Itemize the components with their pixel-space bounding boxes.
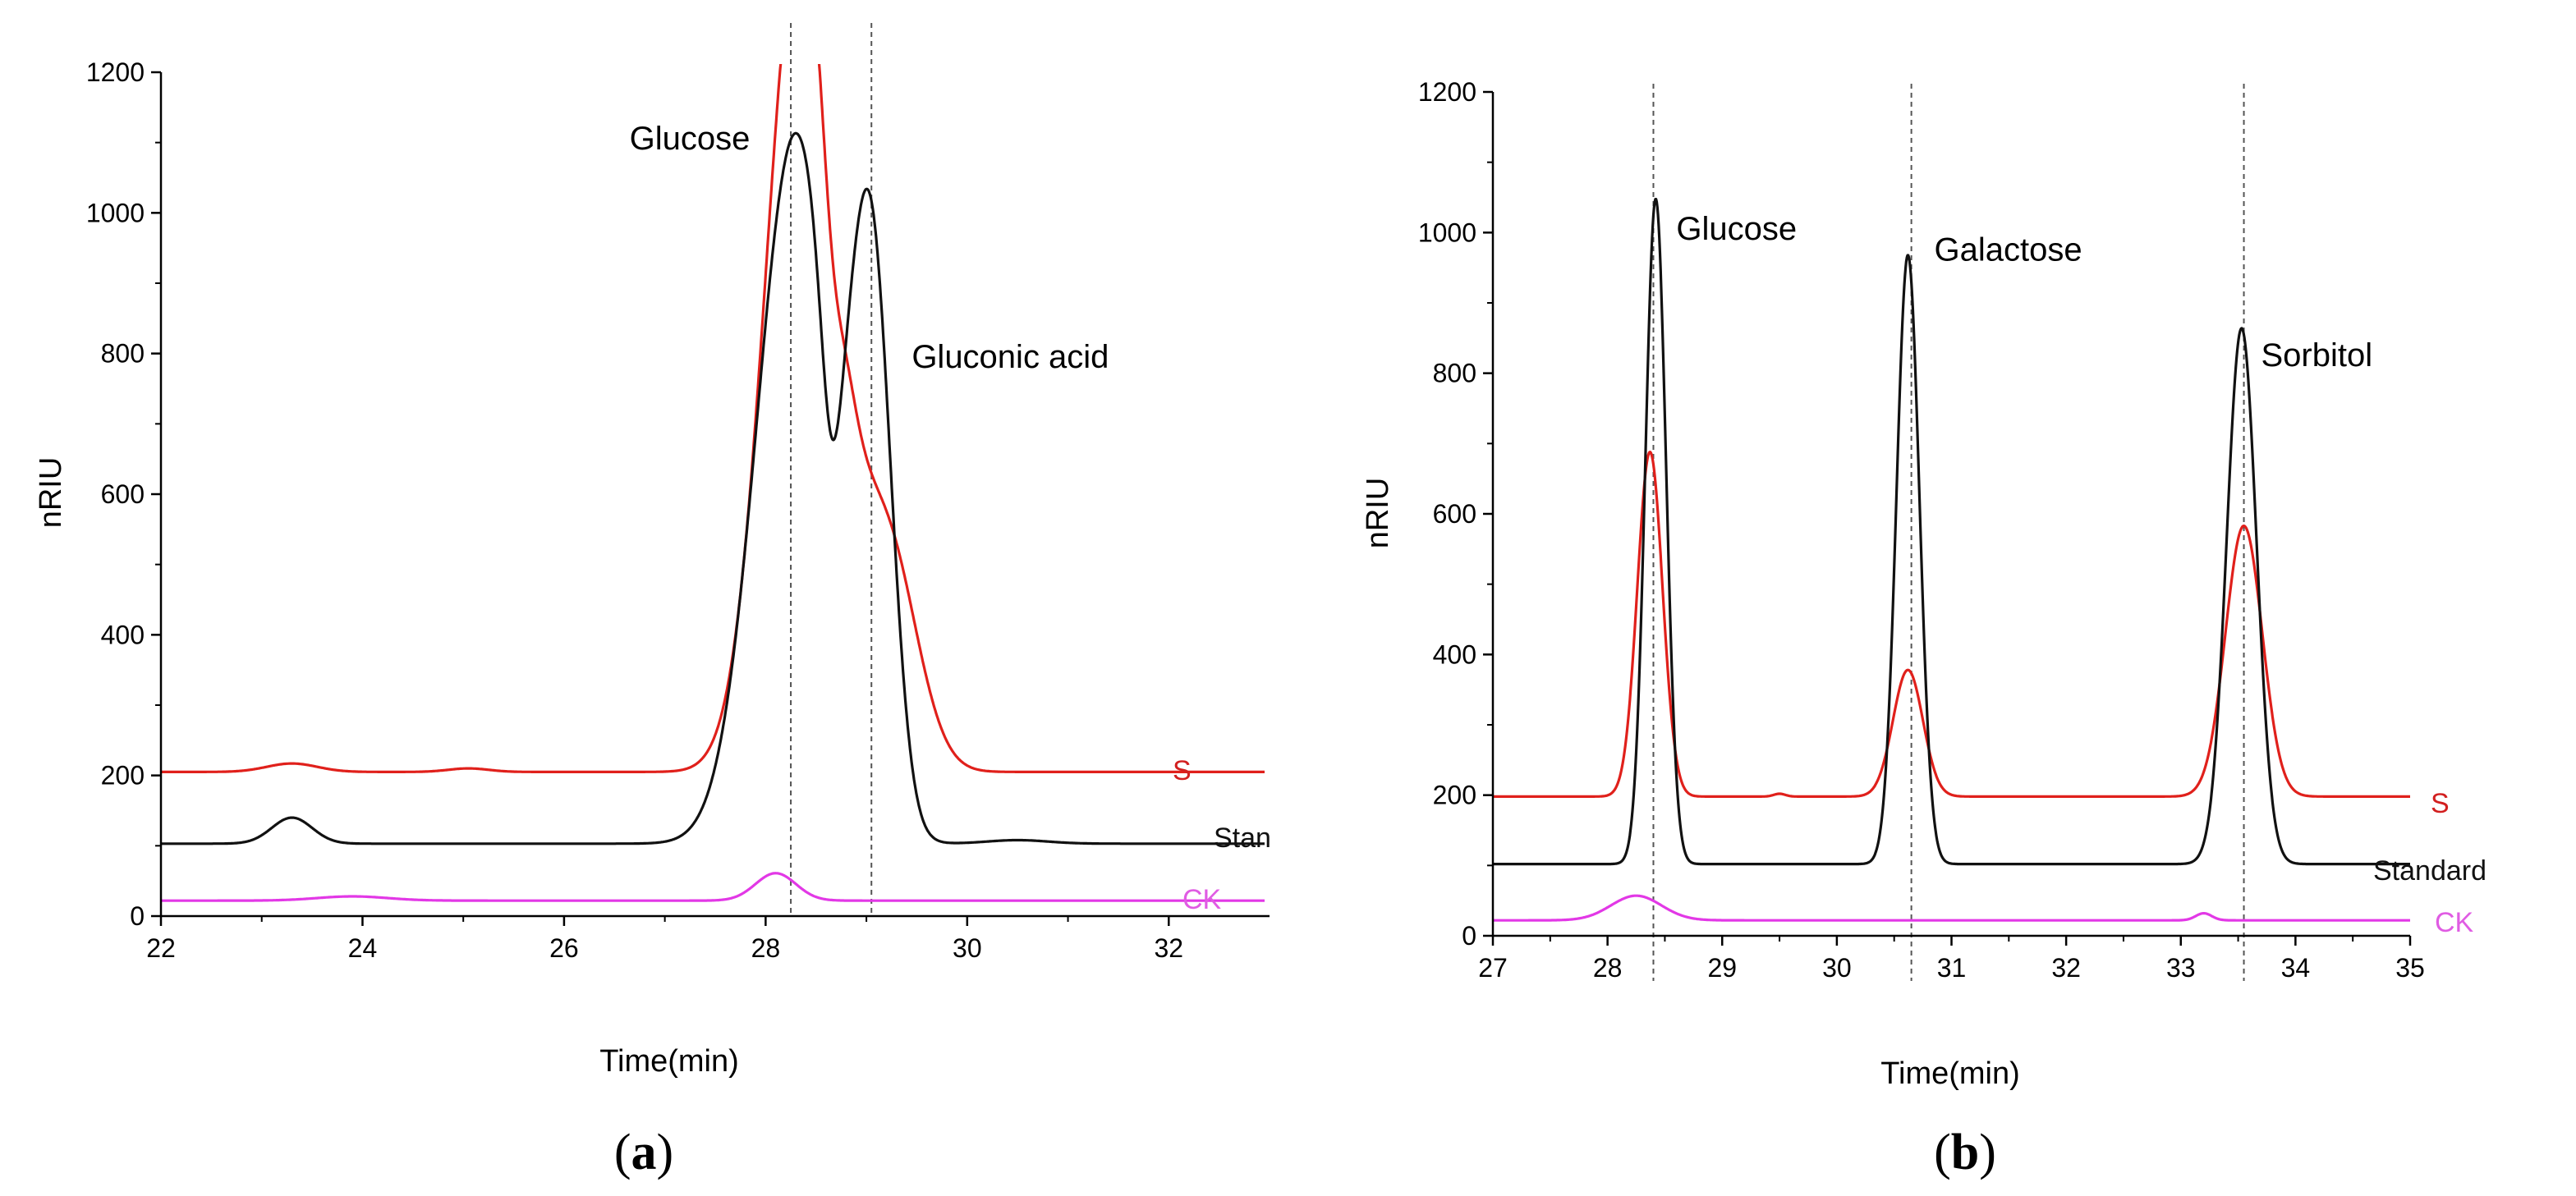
panel-b-x-tick-label: 28 <box>1593 953 1623 983</box>
panel-a-y-tick-label: 200 <box>101 761 145 790</box>
panel-b-x-axis-title: Time(min) <box>1880 1056 2020 1091</box>
panel-a-axes: 0 200 400 600 800 1000 1200 22 24 26 28 30 32 <box>86 57 1270 963</box>
panel-b-y-tick-label: 1000 <box>1418 218 1476 247</box>
panel-b-annotations: Glucose Galactose Sorbitol <box>1676 211 2372 373</box>
panel-b-x-tick-label: 31 <box>1937 953 1967 983</box>
panel-b-series-s-line <box>1493 451 2410 798</box>
panel-b-peak-label-glucose: Glucose <box>1676 211 1797 247</box>
panel-b-y-tick-label: 1200 <box>1418 77 1476 107</box>
panel-b-x-tick-label: 33 <box>2166 953 2196 983</box>
panel-b-series-label-standard: Standard <box>2373 855 2486 887</box>
chart-panel-a: 0 200 400 600 800 1000 1200 22 24 26 28 30 32 nRIU T… <box>34 23 1271 1180</box>
panel-a-gridlines <box>790 23 873 916</box>
panel-a-x-axis-title: Time(min) <box>599 1044 739 1079</box>
panel-b-y-tick-label: 200 <box>1433 781 1476 810</box>
panel-b-y-tick-label: 0 <box>1462 921 1476 951</box>
panel-b-peak-label-galactose: Galactose <box>1935 232 2082 268</box>
panel-a-annotations: Glucose Gluconic acid <box>630 121 1109 375</box>
panel-a-y-tick-label: 400 <box>101 620 145 649</box>
panel-a-plot-area <box>161 64 1265 902</box>
panel-b-axes: 0 200 400 600 800 1000 1200 27 28 29 30 31 32 33 34 35 <box>1418 77 2425 983</box>
panel-a-x-tick-label: 28 <box>751 933 781 963</box>
panel-a-y-tick-label: 1200 <box>86 57 145 87</box>
panel-b-x-tick-label: 27 <box>1478 953 1508 983</box>
panel-b-x-tick-label: 30 <box>1822 953 1852 983</box>
panel-a-peak-label-glucose: Glucose <box>630 121 751 157</box>
panel-b-x-tick-label: 35 <box>2395 953 2425 983</box>
panel-a-x-tick-label: 26 <box>549 933 579 963</box>
panel-b-y-axis-title: nRIU <box>1361 478 1395 549</box>
panel-a-y-tick-label: 1000 <box>86 198 145 227</box>
panel-a-series-label-s: S <box>1173 755 1192 786</box>
panel-a-caption-letter: a <box>631 1125 657 1180</box>
panel-a-y-axis-title: nRIU <box>34 457 68 529</box>
panel-b-peak-label-sorbitol: Sorbitol <box>2261 337 2372 373</box>
panel-a-series-ck-line <box>161 872 1265 902</box>
panel-b-x-tick-label: 29 <box>1707 953 1737 983</box>
panel-a-series-s-line <box>161 64 1265 773</box>
panel-b-caption-letter: b <box>1951 1125 1979 1180</box>
panel-b-series-labels: S Standard CK <box>2373 788 2486 938</box>
panel-a-series-label-standard: Stan <box>1214 823 1271 854</box>
panel-b-series-label-ck: CK <box>2435 907 2474 938</box>
panel-a-caption: (a) <box>614 1125 673 1180</box>
panel-b-series-standard-line <box>1493 198 2410 866</box>
panel-a-y-tick-label: 600 <box>101 479 145 509</box>
panel-a-y-tick-label: 800 <box>101 339 145 369</box>
panel-a-series-labels: S Stan CK <box>1173 755 1271 915</box>
panel-a-x-tick-label: 22 <box>146 933 176 963</box>
panel-b-plot-area <box>1493 198 2410 922</box>
panel-a-series-label-ck: CK <box>1182 884 1222 915</box>
panel-b-x-tick-label: 32 <box>2051 953 2081 983</box>
panel-b-y-tick-label: 800 <box>1433 359 1476 388</box>
panel-b-series-ck-line <box>1493 894 2410 922</box>
panel-a-peak-label-gluconic-acid: Gluconic acid <box>911 339 1109 375</box>
panel-b-y-tick-label: 400 <box>1433 639 1476 669</box>
panel-a-x-tick-label: 32 <box>1154 933 1183 963</box>
panel-a-x-tick-label: 24 <box>348 933 378 963</box>
panel-a-y-tick-label: 0 <box>130 901 145 931</box>
panel-a-x-tick-label: 30 <box>953 933 982 963</box>
panel-b-x-tick-label: 34 <box>2281 953 2311 983</box>
panel-a-series-standard-line <box>161 131 1265 845</box>
panel-b-caption: (b) <box>1934 1125 1996 1180</box>
panel-b-y-tick-label: 600 <box>1433 499 1476 529</box>
panel-b-series-label-s: S <box>2431 788 2450 819</box>
